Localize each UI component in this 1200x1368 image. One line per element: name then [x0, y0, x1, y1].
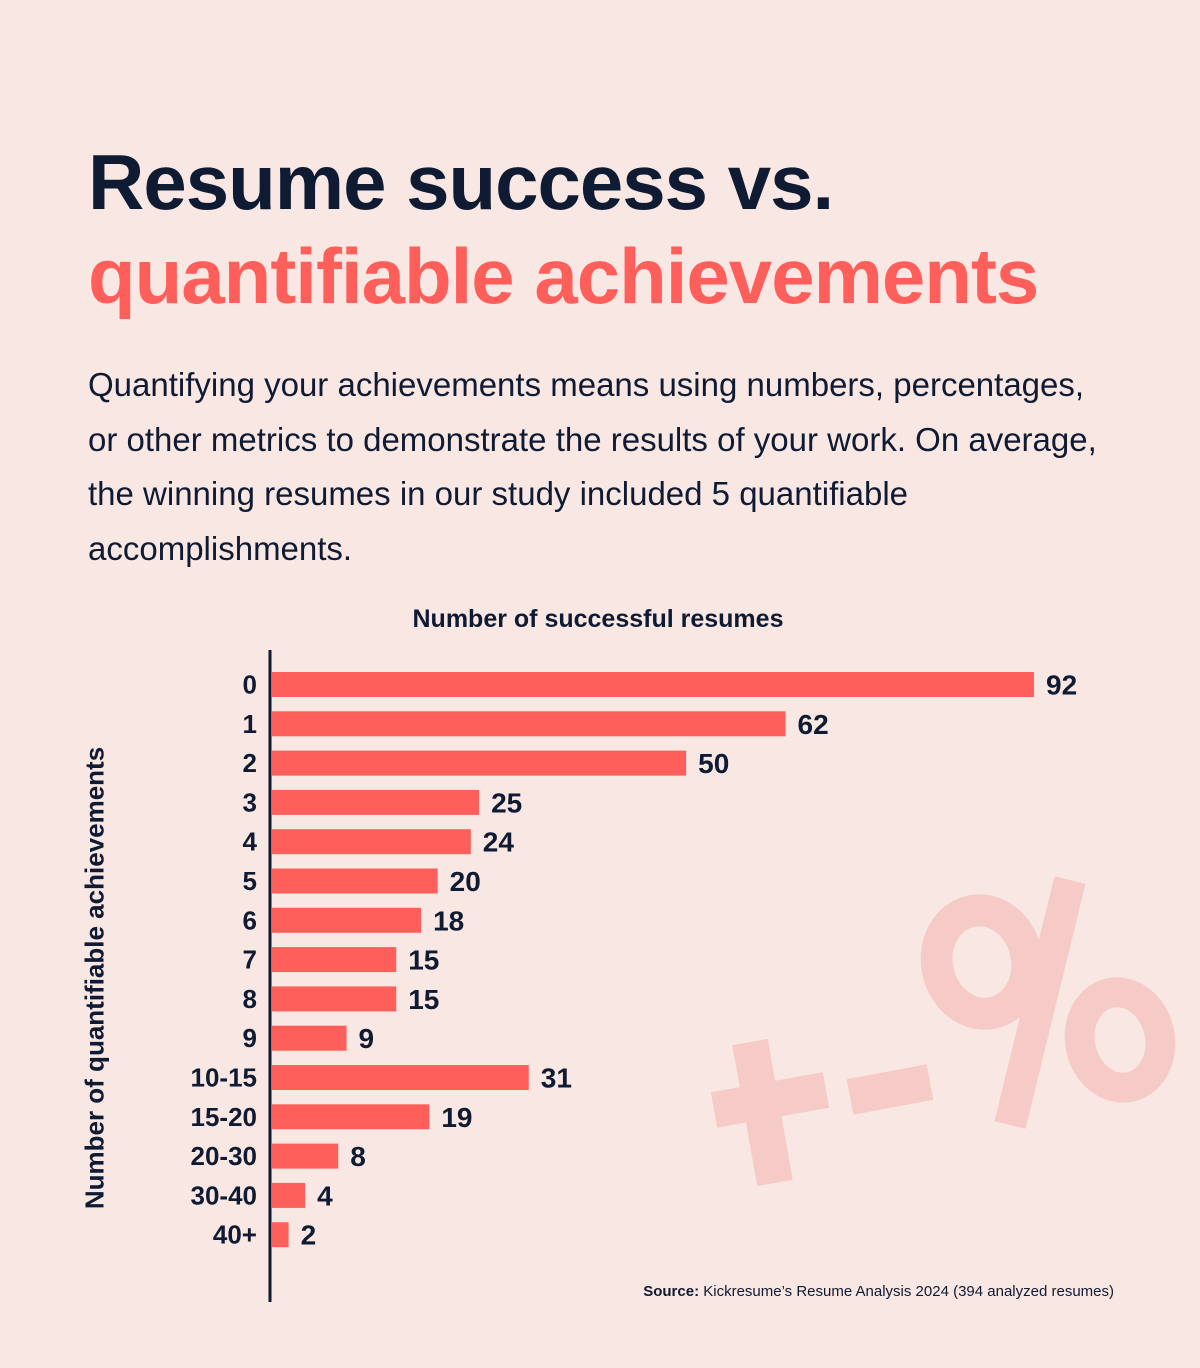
data-label: 19	[441, 1102, 472, 1133]
y-tick-label: 40+	[213, 1220, 257, 1250]
chart-title: Number of successful resumes	[412, 605, 784, 633]
bar-30-40	[272, 1182, 306, 1208]
data-label: 15	[408, 945, 439, 976]
plus-symbol	[710, 1038, 830, 1187]
bar-20-30	[272, 1143, 339, 1169]
percent-bottom-circle	[1064, 977, 1176, 1103]
data-label: 15	[408, 984, 439, 1015]
data-label: 25	[491, 787, 522, 818]
y-tick-label: 30-40	[191, 1180, 258, 1210]
data-label: 50	[698, 748, 729, 779]
bar-7	[272, 947, 397, 973]
data-label: 20	[450, 866, 481, 897]
bar-5	[272, 868, 438, 894]
percent-top-circle	[920, 894, 1044, 1030]
bar-15-20	[272, 1104, 430, 1130]
data-label: 31	[541, 1063, 572, 1094]
source-text: Kickresume’s Resume Analysis 2024 (394 a…	[703, 1283, 1114, 1300]
y-tick-label: 3	[243, 787, 257, 817]
page-title: Resume success vs. quantifiable achievem…	[88, 135, 1039, 323]
bar-9	[272, 1025, 347, 1051]
data-label: 92	[1046, 670, 1077, 701]
bar-4	[272, 829, 471, 855]
description: Quantifying your achievements means usin…	[88, 366, 1097, 567]
bar-10-15	[272, 1065, 529, 1090]
bar-8	[272, 986, 397, 1012]
data-label: 2	[301, 1220, 317, 1251]
title-line-1: Resume success vs.	[88, 138, 834, 226]
y-tick-label: 15-20	[191, 1102, 258, 1132]
data-label: 62	[798, 709, 829, 740]
bar-6	[272, 907, 422, 933]
data-label: 4	[317, 1180, 333, 1211]
y-tick-label: 9	[243, 1023, 257, 1053]
y-tick-label: 4	[243, 827, 258, 857]
y-tick-label: 0	[243, 670, 257, 700]
y-tick-label: 10-15	[191, 1063, 258, 1093]
y-tick-label: 5	[243, 866, 257, 896]
y-tick-label: 7	[243, 945, 257, 975]
source-note: Source: Kickresume’s Resume Analysis 202…	[643, 1283, 1114, 1300]
y-tick-label: 1	[243, 709, 257, 739]
data-label: 9	[359, 1023, 375, 1054]
title-line-2: quantifiable achievements	[88, 232, 1039, 320]
y-tick-label: 20-30	[191, 1141, 258, 1171]
data-label: 24	[483, 827, 515, 858]
percent-slash	[994, 876, 1086, 1129]
data-label: 8	[350, 1141, 366, 1172]
bar-1	[272, 711, 786, 737]
source-label: Source:	[643, 1283, 700, 1300]
plus-minus-percent-watermark	[710, 876, 1176, 1187]
y-tick-labels: 0 1 2 3 4 5 6 7 8 9 10-15 15-20 20-30 30-40 40+	[191, 670, 258, 1250]
bar-0	[272, 672, 1034, 697]
bar-3	[272, 789, 480, 815]
minus-symbol	[846, 1064, 934, 1115]
bar-40+	[272, 1222, 289, 1248]
bars-group	[272, 672, 1034, 1248]
data-label: 18	[433, 905, 464, 936]
y-tick-label: 2	[243, 748, 257, 778]
y-tick-label: 6	[243, 905, 257, 935]
bar-2	[272, 750, 687, 776]
y-tick-label: 8	[243, 984, 257, 1014]
